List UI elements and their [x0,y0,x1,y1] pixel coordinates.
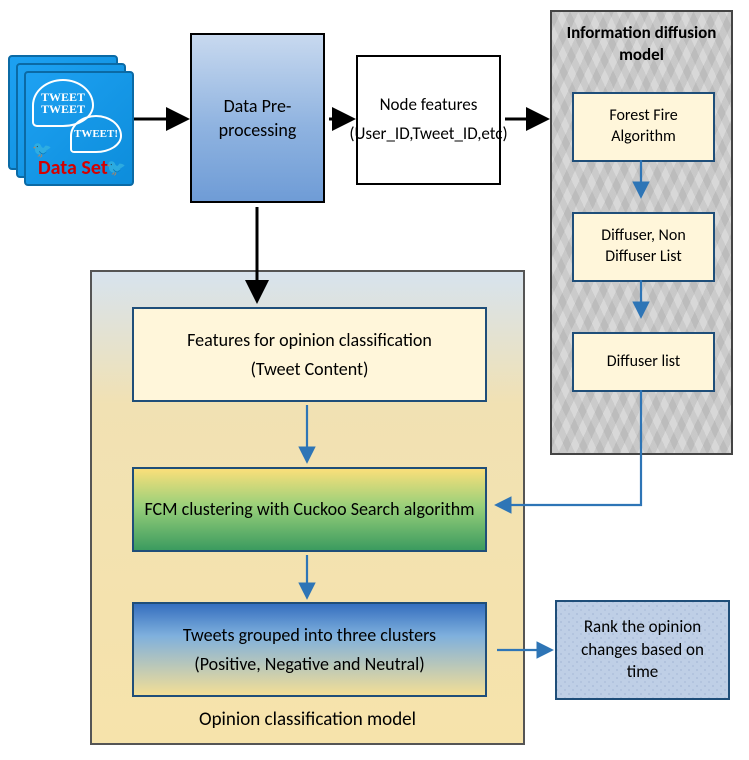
ocm-stage-line: (Tweet Content) [250,355,368,384]
preprocessing-text: Data Pre-processing [202,94,313,143]
idm-stage-box: Diffuser, Non Diffuser List [572,212,715,282]
opinion-classification-container: Features for opinion classification(Twee… [90,270,525,745]
ocm-stage-box: Features for opinion classification(Twee… [132,307,487,402]
node-features-title: Node features [349,94,507,117]
node-features-box: Node features (User_ID,Tweet_ID,etc) [356,55,501,185]
ocm-stage-line: Features for opinion classification [187,326,432,355]
idm-stage-box: Diffuser list [572,332,715,392]
ocm-stage-line: (Positive, Negative and Neutral) [194,650,425,679]
rank-text: Rank the opinion changes based on time [567,616,718,685]
node-features-subtitle: (User_ID,Tweet_ID,etc) [349,123,507,146]
rank-box: Rank the opinion changes based on time [555,600,730,700]
ocm-stage-box: Tweets grouped into three clusters(Posit… [132,602,487,697]
speech-bubble-icon: TWEET! [70,115,122,153]
ocm-stage-line: Tweets grouped into three clusters [183,621,436,650]
idm-stage-box: Forest Fire Algorithm [572,92,715,162]
information-diffusion-title: Information diffusion model [552,22,731,66]
ocm-stage-line: FCM clustering with Cuckoo Search algori… [144,495,474,524]
preprocessing-box: Data Pre-processing [190,33,325,203]
bird-icon: 🐦 [106,158,126,178]
dataset-card-front: TWEET TWEETTWEET!🐦🐦Data Set [24,71,134,186]
opinion-classification-label: Opinion classification model [92,708,523,731]
ocm-stage-box: FCM clustering with Cuckoo Search algori… [132,467,487,552]
information-diffusion-container: Information diffusion model Forest Fire … [550,10,733,455]
dataset-label: Data Set [38,158,108,178]
